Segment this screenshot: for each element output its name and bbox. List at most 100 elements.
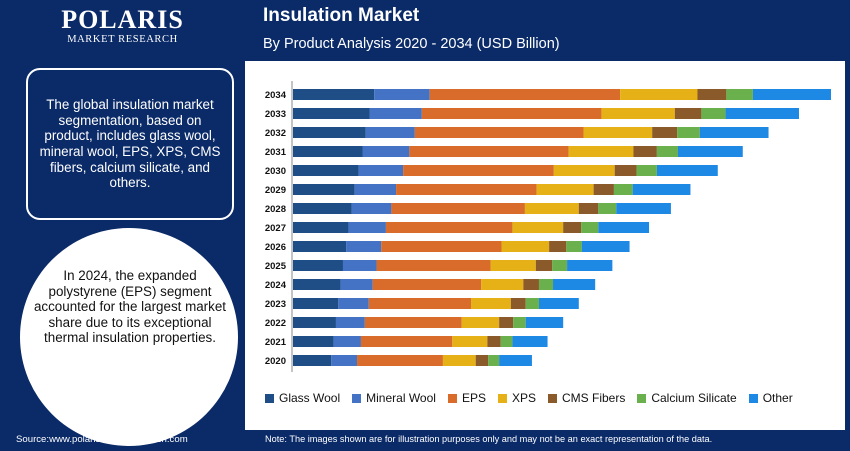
bar-segment-xps [490, 260, 536, 271]
bar-segment-xps [461, 317, 500, 328]
bar-segment-calcium-silicate [513, 317, 526, 328]
bar-segment-other [752, 89, 831, 100]
bar-segment-other [581, 241, 630, 252]
legend-item: CMS Fibers [547, 391, 626, 405]
bar-segment-cms-fibers [523, 279, 539, 290]
bar-segment-eps [357, 355, 443, 366]
legend-swatch [748, 393, 758, 403]
legend-swatch [265, 393, 274, 403]
chart-area: 2034 2033 2032 2031 2030 2029 2028 2027 2026 2025… [245, 61, 845, 430]
bar-segment-xps [471, 298, 511, 309]
bar-segment-cms-fibers [652, 127, 678, 138]
highlight-circle [20, 228, 238, 446]
legend-item: EPS [447, 391, 486, 405]
legend-label: Glass Wool [279, 391, 341, 405]
bar-segment-calcium-silicate [677, 127, 700, 138]
legend-swatch [352, 393, 362, 403]
bar-segment-xps [568, 146, 634, 157]
legend-item: Calcium Silicate [637, 391, 737, 405]
bar-segment-cms-fibers [593, 184, 614, 195]
bar-segment-xps [512, 222, 564, 233]
bar-segment-cms-fibers [674, 108, 702, 119]
bar-segment-calcium-silicate [566, 241, 582, 252]
legend-label: EPS [461, 391, 486, 405]
chart-title: Insulation Market [263, 5, 420, 26]
bar-segment-cms-fibers [614, 165, 637, 176]
bar-segment-xps [501, 241, 550, 252]
legend-swatch [447, 393, 457, 403]
y-tick-label: 2023 [265, 299, 286, 310]
bar-segment-cms-fibers [633, 146, 657, 157]
bar-segment-cms-fibers [510, 298, 526, 309]
bar-segment-calcium-silicate [613, 184, 633, 195]
bar-segment-xps [583, 127, 653, 138]
bar-segment-calcium-silicate [656, 146, 678, 157]
legend-label: XPS [511, 391, 536, 405]
y-tick-label: 2032 [265, 128, 286, 139]
bar-segment-xps [481, 279, 524, 290]
legend-label: Calcium Silicate [651, 391, 737, 405]
bar-segment-calcium-silicate [636, 165, 657, 176]
disclaimer-note: Note: The images shown are for illustrat… [265, 434, 713, 444]
bar-segment-eps [381, 241, 502, 252]
bar-segment-other [677, 146, 743, 157]
bar-segment-xps [553, 165, 615, 176]
bar-segment-glass-wool [293, 222, 349, 233]
y-tick-label: 2031 [265, 147, 287, 158]
bar-segment-mineral-wool [338, 298, 369, 309]
bar-segment-glass-wool [293, 89, 375, 100]
bar-segment-mineral-wool [333, 336, 361, 347]
bar-segment-xps [524, 203, 579, 214]
bar-segment-cms-fibers [499, 317, 514, 328]
bar-segment-other [525, 317, 564, 328]
bar-segment-glass-wool [293, 241, 347, 252]
bar-segment-cms-fibers [578, 203, 599, 214]
bar-segment-calcium-silicate [488, 355, 500, 366]
stacked-bar-chart: 2034 2033 2032 2031 2030 2029 2028 2027 2026 2025… [265, 81, 831, 372]
segmentation-summary-box: The global insulation market segmentatio… [26, 68, 234, 220]
segmentation-summary-text: The global insulation market segmentatio… [39, 97, 221, 191]
bar-segment-mineral-wool [331, 355, 358, 366]
bar-segment-glass-wool [293, 184, 355, 195]
chart-subtitle: By Product Analysis 2020 - 2034 (USD Bil… [263, 36, 560, 52]
bar-segment-eps [360, 336, 453, 347]
bar-segment-eps [414, 127, 584, 138]
y-tick-label: 2029 [265, 185, 286, 196]
bar-segment-xps [601, 108, 675, 119]
bar-segment-eps [396, 184, 537, 195]
y-tick-label: 2026 [265, 242, 286, 253]
bar-segment-mineral-wool [354, 184, 397, 195]
legend-item: Mineral Wool [352, 391, 436, 405]
y-tick-label: 2034 [265, 90, 287, 101]
bar-segment-other [725, 108, 799, 119]
bar-segment-glass-wool [293, 127, 366, 138]
y-tick-label: 2024 [265, 280, 287, 291]
bar-segment-glass-wool [293, 108, 370, 119]
bar-segment-mineral-wool [335, 317, 365, 328]
bar-segment-mineral-wool [351, 203, 392, 214]
bar-segment-mineral-wool [342, 260, 377, 271]
bar-segment-mineral-wool [365, 127, 415, 138]
bar-segment-calcium-silicate [598, 203, 617, 214]
bar-segment-eps [364, 317, 462, 328]
y-tick-label: 2033 [265, 109, 286, 120]
bar-segment-calcium-silicate [500, 336, 513, 347]
bar-segment-other [616, 203, 671, 214]
bar-segment-eps [368, 298, 472, 309]
y-tick-label: 2028 [265, 204, 286, 215]
bar-segment-cms-fibers [535, 260, 553, 271]
legend-label: CMS Fibers [561, 391, 626, 405]
bar-segment-cms-fibers [697, 89, 727, 100]
bar-segment-mineral-wool [358, 165, 404, 176]
bar-segment-glass-wool [293, 260, 343, 271]
bar-segment-glass-wool [293, 355, 332, 366]
brand-logo: POLARIS MARKET RESEARCH [0, 6, 245, 46]
legend-swatch [497, 393, 507, 403]
bar-segment-glass-wool [293, 146, 363, 157]
bar-segment-glass-wool [293, 336, 334, 347]
bar-segment-cms-fibers [563, 222, 582, 233]
bar-segment-eps [372, 279, 482, 290]
y-tick-label: 2027 [265, 223, 286, 234]
bar-segment-eps [391, 203, 525, 214]
bar-segment-other [499, 355, 532, 366]
